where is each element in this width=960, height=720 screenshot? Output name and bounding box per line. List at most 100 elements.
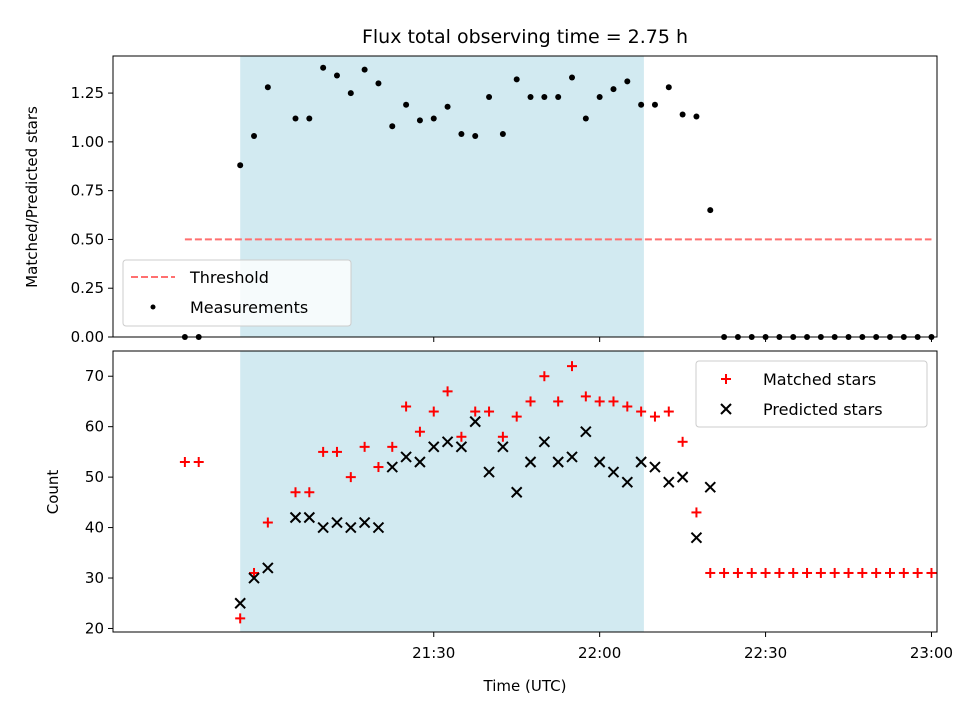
matched-star-point bbox=[594, 396, 605, 407]
predicted-star-point bbox=[262, 562, 274, 574]
measurement-point bbox=[444, 103, 451, 110]
predicted-star-point bbox=[358, 516, 371, 529]
measurement-point bbox=[237, 162, 244, 169]
y-tick-label: 30 bbox=[85, 569, 104, 587]
matched-star-point bbox=[843, 567, 854, 578]
matched-star-point bbox=[359, 441, 370, 452]
top-panel: 0.00 0.25 0.50 0.75 1.00 1.25 Flux total obse… bbox=[23, 26, 938, 346]
measurement-point bbox=[333, 72, 340, 79]
measurement-point bbox=[472, 133, 479, 140]
top-y-axis-label: Matched/Predicted stars bbox=[23, 106, 41, 288]
matched-star-point bbox=[497, 431, 508, 442]
measurement-point bbox=[638, 101, 645, 108]
predicted-star-point bbox=[372, 521, 385, 534]
predicted-star-point bbox=[289, 511, 302, 524]
x-tick-label: 21:30 bbox=[412, 644, 455, 662]
matched-star-point bbox=[691, 507, 702, 518]
measurement-point bbox=[251, 133, 258, 140]
top-legend-box bbox=[122, 259, 352, 327]
y-tick-label: 0.00 bbox=[71, 328, 104, 346]
measurement-point bbox=[430, 115, 437, 122]
matched-star-point bbox=[898, 567, 909, 578]
measurement-point bbox=[527, 93, 534, 100]
matched-star-point bbox=[677, 436, 688, 447]
bottom-y-ticks: 20 30 40 50 60 70 bbox=[85, 367, 113, 637]
matched-star-point bbox=[553, 396, 564, 407]
matched-star-point bbox=[732, 567, 743, 578]
matched-star-point bbox=[636, 406, 647, 417]
matched-star-point bbox=[926, 567, 937, 578]
matched-star-point bbox=[719, 567, 730, 578]
measurement-point bbox=[693, 113, 700, 120]
measurement-point bbox=[679, 111, 686, 118]
predicted-star-point bbox=[317, 521, 329, 534]
matched-star-point bbox=[470, 406, 481, 417]
matched-star-point bbox=[290, 487, 301, 498]
measurement-point bbox=[707, 207, 714, 214]
matched-star-point bbox=[760, 567, 771, 578]
matched-star-point bbox=[235, 613, 246, 624]
matched-star-point bbox=[539, 371, 550, 382]
matched-star-point bbox=[318, 446, 329, 457]
matched-star-point bbox=[484, 406, 495, 417]
top-x-ticks bbox=[433, 337, 932, 342]
matched-star-point bbox=[622, 401, 633, 412]
y-tick-label: 0.50 bbox=[71, 230, 104, 248]
x-axis-label: Time (UTC) bbox=[483, 677, 567, 695]
predicted-star-point bbox=[331, 516, 343, 529]
measurement-point bbox=[458, 131, 465, 138]
matched-star-point bbox=[511, 411, 522, 422]
top-y-ticks: 0.00 0.25 0.50 0.75 1.00 1.25 bbox=[71, 84, 113, 346]
predicted-star-point bbox=[593, 456, 606, 468]
matched-star-point bbox=[829, 567, 840, 578]
predicted-star-point bbox=[234, 597, 246, 609]
matched-star-point bbox=[788, 567, 799, 578]
matched-star-point bbox=[262, 517, 273, 528]
matched-star-point bbox=[179, 456, 190, 467]
y-tick-label: 50 bbox=[85, 468, 104, 486]
predicted-star-point bbox=[580, 426, 592, 438]
measurement-point bbox=[292, 115, 299, 122]
matched-star-point bbox=[774, 567, 785, 578]
matched-star-point bbox=[608, 396, 619, 407]
measurement-point bbox=[651, 101, 658, 108]
measurement-point bbox=[375, 80, 382, 87]
matched-star-point bbox=[912, 567, 923, 578]
predicted-star-point bbox=[248, 572, 260, 584]
bottom-legend: Matched stars Predicted stars bbox=[695, 360, 928, 428]
matched-star-point bbox=[815, 567, 826, 578]
chart-title: Flux total observing time = 2.75 h bbox=[362, 26, 688, 48]
y-tick-label: 70 bbox=[85, 367, 104, 385]
predicted-star-point bbox=[649, 461, 661, 473]
predicted-star-point bbox=[663, 476, 675, 488]
measurement-point bbox=[416, 117, 423, 124]
matched-legend-swatch bbox=[721, 374, 731, 384]
matched-star-point bbox=[871, 567, 882, 578]
y-tick-label: 40 bbox=[85, 519, 104, 537]
predicted-star-point bbox=[441, 436, 454, 448]
y-tick-label: 60 bbox=[85, 418, 104, 436]
matched-star-point bbox=[373, 462, 384, 473]
predicted-star-point bbox=[524, 456, 537, 468]
x-tick-label: 22:30 bbox=[744, 644, 787, 662]
x-tick-label: 23:00 bbox=[910, 644, 953, 662]
measurement-point bbox=[596, 93, 603, 100]
measurement-point bbox=[347, 90, 354, 97]
measurement-point bbox=[264, 84, 271, 91]
matched-star-point bbox=[193, 456, 204, 467]
bottom-y-axis-label: Count bbox=[44, 470, 62, 515]
measurement-point bbox=[361, 66, 368, 73]
matched-star-point bbox=[401, 401, 412, 412]
matched-star-point bbox=[442, 386, 453, 397]
matched-star-point bbox=[580, 391, 591, 402]
matched-star-point bbox=[345, 472, 356, 483]
measurement-point bbox=[403, 101, 410, 108]
predicted-star-point bbox=[303, 511, 316, 524]
measurement-point bbox=[486, 93, 493, 100]
measurement-point bbox=[569, 74, 576, 81]
predicted-star-point bbox=[676, 471, 689, 483]
count-points bbox=[179, 361, 937, 624]
